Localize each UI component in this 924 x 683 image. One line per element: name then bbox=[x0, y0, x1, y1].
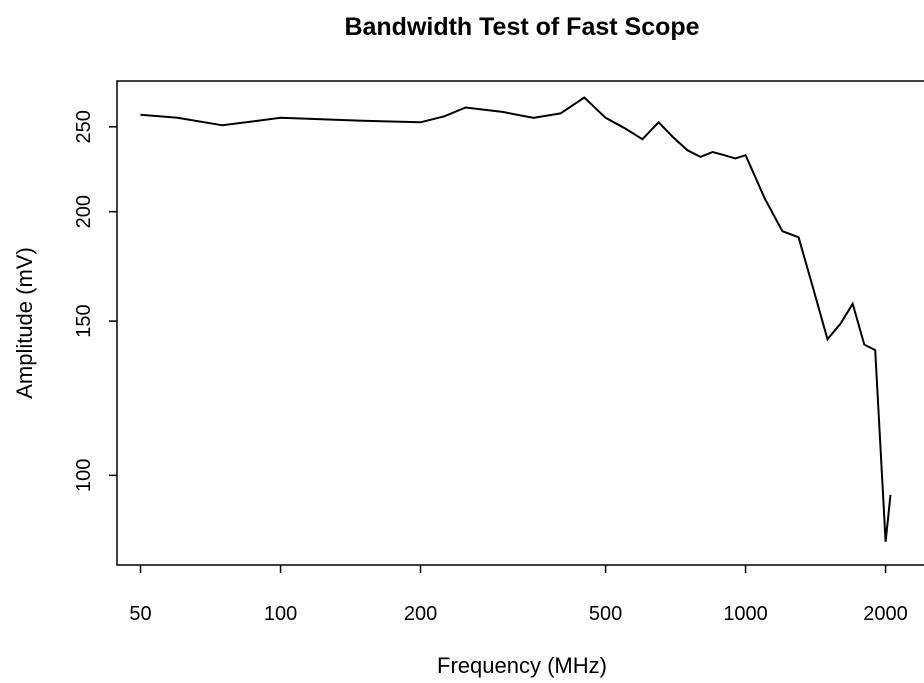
amplitude-series-line bbox=[140, 96, 892, 542]
x-tick-label: 200 bbox=[404, 603, 437, 625]
y-tick-label: 250 bbox=[73, 110, 95, 143]
x-axis-label: Frequency (MHz) bbox=[437, 653, 607, 678]
x-axis: 50 100 200 500 1000 2000 bbox=[129, 565, 908, 625]
y-axis-label: Amplitude (mV) bbox=[12, 247, 37, 399]
chart-title: Bandwidth Test of Fast Scope bbox=[344, 13, 699, 41]
y-tick-label: 150 bbox=[73, 304, 95, 337]
x-tick-label: 100 bbox=[264, 603, 297, 625]
x-tick-label: 50 bbox=[129, 603, 151, 625]
plot-frame bbox=[116, 80, 924, 566]
x-tick-label: 1000 bbox=[723, 603, 768, 625]
x-tick-label: 500 bbox=[589, 603, 622, 625]
y-tick-label: 200 bbox=[73, 195, 95, 228]
y-tick-label: 100 bbox=[73, 459, 95, 492]
x-tick-label: 2000 bbox=[863, 603, 908, 625]
y-axis: 100 150 200 250 bbox=[73, 110, 117, 492]
